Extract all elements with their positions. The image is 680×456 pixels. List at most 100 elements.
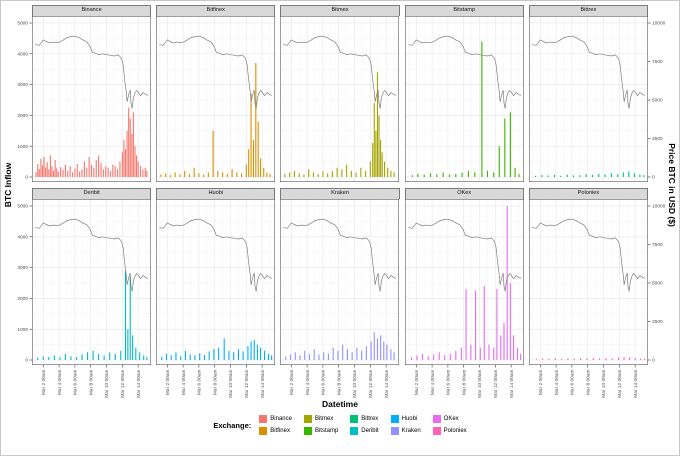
facet-strip-label: Bitfinex [156,5,276,16]
svg-text:Mar 14 00am: Mar 14 00am [136,370,142,398]
panel-bitmex-chart [280,16,400,182]
legend: Exchange: Binance Bitfinex Bitmex Bitstamp B… [1,415,679,435]
svg-text:Mar 4 00am: Mar 4 00am [554,369,560,395]
svg-text:3000: 3000 [17,82,28,88]
svg-text:Mar 10 00am: Mar 10 00am [601,370,607,398]
svg-text:Mar 10 00am: Mar 10 00am [353,370,359,398]
price-line [283,35,397,109]
legend-item-bitstamp: Bitstamp [303,427,338,435]
legend-item-bittrex: Bittrex [350,415,378,423]
svg-text:7500: 7500 [652,59,663,65]
panel-bittrex: 0 2500 5000 7500 10000 [528,16,665,182]
facet-poloniex: Poloniex 0 2500 5000 7500 10000 Mar 2 00am Mar … [528,188,665,398]
svg-text:Mar 14 00am: Mar 14 00am [260,370,266,398]
svg-text:Mar 6 00am: Mar 6 00am [569,369,575,395]
svg-text:5000: 5000 [652,98,663,104]
panel-bittrex-chart: 0 2500 5000 7500 10000 [528,16,665,182]
legend-item-huobi: Huobi [390,415,421,423]
panel-deribit: 0 1000 2000 3000 4000 5000 Mar 2 00am Mar 4 00a… [17,199,152,398]
svg-text:3000: 3000 [17,265,28,271]
panel-kraken: Mar 2 00am Mar 4 00am Mar 6 00am Mar 8 00am… [280,199,400,398]
svg-text:5000: 5000 [652,281,663,287]
legend-label: Bitmex [314,416,334,422]
svg-text:Mar 6 00am: Mar 6 00am [73,369,79,395]
legend-swatch-bitfinex [259,427,268,435]
panel-deribit-chart: 0 1000 2000 3000 4000 5000 Mar 2 00am Mar 4 00a… [17,199,152,398]
facet-bitmex: Bitmex [280,5,400,182]
panel-huobi: Mar 2 00am Mar 4 00am Mar 6 00am Mar 8 00am… [156,199,276,398]
svg-text:4000: 4000 [17,234,28,240]
legend-label: Bitfinex [270,428,290,434]
panel-kraken-chart: Mar 2 00am Mar 4 00am Mar 6 00am Mar 8 00am… [280,199,400,398]
facet-bitfinex: Bitfinex [156,5,276,182]
legend-item-kraken: Kraken [390,427,421,435]
legend-label: Binance [270,416,292,422]
svg-text:Mar 4 00am: Mar 4 00am [57,369,63,395]
legend-swatch-deribit [350,427,359,435]
facet-strip-label: Bittrex [528,5,648,16]
price-line [159,35,273,109]
svg-text:Mar 4 00am: Mar 4 00am [181,369,187,395]
svg-text:2000: 2000 [17,113,28,119]
legend-item-bitmex: Bitmex [303,415,338,423]
price-line [283,218,397,292]
panel-okex-chart: Mar 2 00am Mar 4 00am Mar 6 00am Mar 8 00am… [404,199,524,398]
price-line [35,218,149,292]
y-axis-title-right: Price BTC in USD ($) [665,5,679,365]
svg-text:0: 0 [25,358,28,364]
legend-label: Kraken [401,428,421,434]
x-axis-title: Datetime [322,399,358,409]
svg-text:Mar 12 00am: Mar 12 00am [368,370,374,398]
svg-text:Mar 4 00am: Mar 4 00am [305,369,311,395]
panel-binance-chart: 0 1000 2000 3000 4000 5000 [17,16,152,182]
legend-item-okex: OKex [432,415,467,423]
panel-bitstamp-chart [404,16,524,182]
legend-item-binance: Binance [259,415,292,423]
panel-poloniex-chart: 0 2500 5000 7500 10000 Mar 2 00am Mar 4 00am Ma… [528,199,665,398]
price-line [407,218,521,292]
svg-text:Mar 10 00am: Mar 10 00am [228,370,234,398]
svg-text:Mar 8 00am: Mar 8 00am [337,369,343,395]
price-line [407,35,521,109]
facet-strip-label: Bitstamp [404,5,524,16]
legend-swatch-okex [432,415,441,423]
legend-item-deribit: Deribit [350,427,379,435]
svg-text:Mar 6 00am: Mar 6 00am [197,369,203,395]
legend-label: OKex [443,416,459,422]
svg-text:10000: 10000 [652,21,666,27]
legend-items: Binance Bitfinex Bitmex Bitstamp Bittrex Deri… [259,415,467,435]
svg-text:2000: 2000 [17,296,28,302]
svg-text:Mar 10 00am: Mar 10 00am [104,370,110,398]
facet-grid: Binance 0 1000 2000 3000 4000 5000 Bitfinex Bitm… [17,5,665,398]
facet-okex: OKex Mar 2 00am Mar 4 00am Mar 6 00am Mar 8 … [404,188,524,398]
panel-binance: 0 1000 2000 3000 4000 5000 [17,16,152,182]
legend-label: Bittrex [361,416,379,422]
svg-text:Mar 14 00am: Mar 14 00am [508,370,514,398]
svg-text:Mar 8 00am: Mar 8 00am [585,369,591,395]
svg-text:Mar 2 00am: Mar 2 00am [538,369,544,395]
price-line [532,35,645,109]
y-axis-title-left: BTC Inflow [1,5,15,365]
facet-strip-label: Poloniex [528,188,648,199]
facet-bitstamp: Bitstamp [404,5,524,182]
svg-text:Mar 2 00am: Mar 2 00am [41,369,47,395]
legend-swatch-binance [259,415,268,423]
panel-bitstamp [404,16,524,182]
svg-text:Mar 14 00am: Mar 14 00am [384,370,390,398]
price-line [532,218,645,292]
svg-text:Mar 8 00am: Mar 8 00am [88,369,94,395]
svg-text:Mar 2 00am: Mar 2 00am [414,369,420,395]
svg-text:5000: 5000 [17,204,28,210]
svg-text:1000: 1000 [17,327,28,333]
svg-text:10000: 10000 [652,204,666,210]
legend-label: Huobi [401,416,418,422]
svg-text:Mar 6 00am: Mar 6 00am [321,369,327,395]
legend-swatch-kraken [390,427,399,435]
facet-deribit: Deribit 0 1000 2000 3000 4000 5000 Mar 2 00am Ma… [17,188,152,398]
svg-text:Mar 6 00am: Mar 6 00am [445,369,451,395]
svg-text:Mar 12 00am: Mar 12 00am [120,370,126,398]
svg-text:Mar 10 00am: Mar 10 00am [477,370,483,398]
legend-swatch-poloniex [432,427,441,435]
svg-text:2500: 2500 [652,136,663,142]
legend-item-poloniex: Poloniex [432,427,467,435]
